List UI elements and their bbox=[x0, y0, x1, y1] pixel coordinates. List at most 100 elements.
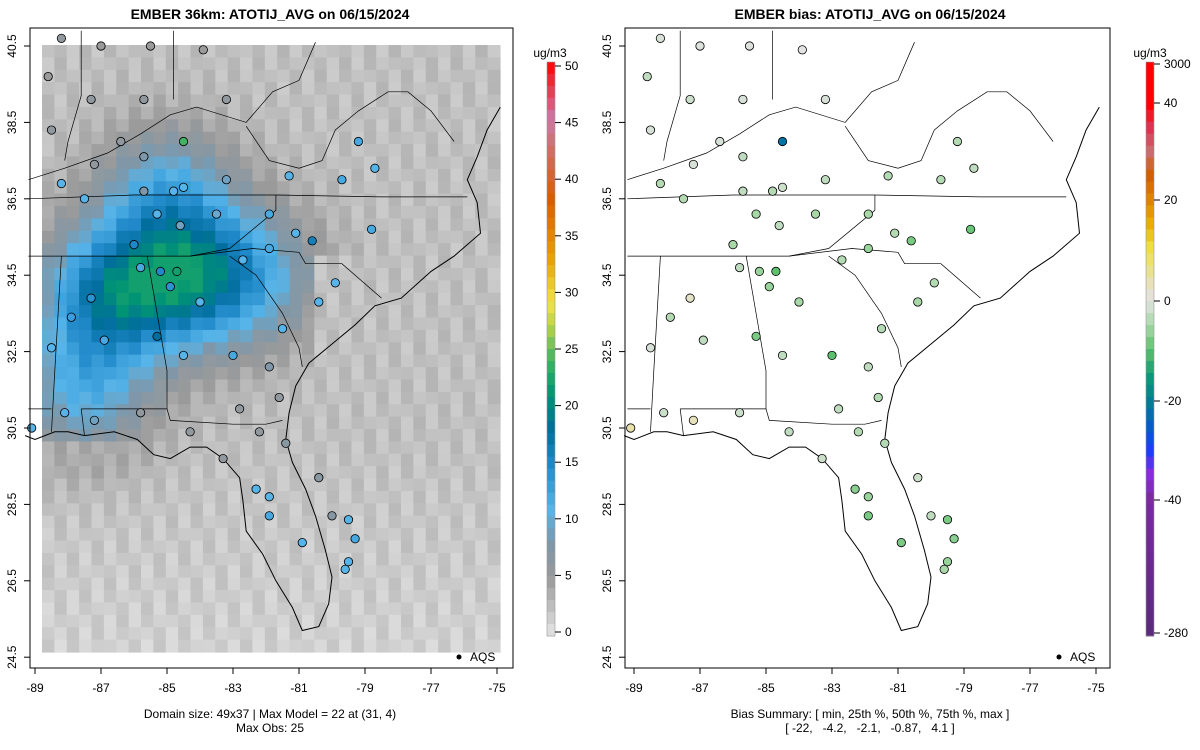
model-grid-cell bbox=[487, 614, 501, 628]
model-grid-cell bbox=[141, 367, 155, 381]
model-grid-cell bbox=[351, 540, 365, 554]
model-grid-cell bbox=[42, 453, 55, 467]
model-grid-cell bbox=[42, 391, 55, 405]
model-grid-cell bbox=[128, 429, 142, 443]
model-grid-cell bbox=[351, 515, 365, 529]
state-boundary bbox=[844, 91, 1054, 169]
model-grid-cell bbox=[326, 627, 340, 641]
model-grid-cell bbox=[240, 342, 254, 356]
model-grid-cell bbox=[264, 57, 278, 71]
model-grid-cell bbox=[79, 267, 93, 281]
model-grid-cell bbox=[351, 255, 365, 269]
model-grid-cell bbox=[116, 206, 130, 220]
model-grid-cell bbox=[400, 206, 414, 220]
model-grid-cell bbox=[66, 342, 80, 356]
model-grid-cell bbox=[116, 45, 130, 58]
model-grid-cell bbox=[450, 441, 464, 455]
model-grid-cell bbox=[153, 639, 167, 653]
plot-frame bbox=[29, 27, 514, 669]
model-grid-cell bbox=[178, 379, 192, 393]
model-grid-cell bbox=[438, 45, 452, 58]
model-grid-cell bbox=[475, 45, 489, 58]
model-grid-cell bbox=[240, 193, 254, 207]
model-grid-cell bbox=[450, 490, 464, 504]
model-grid-cell bbox=[339, 280, 353, 294]
model-grid-cell bbox=[425, 45, 439, 58]
model-grid-cell bbox=[289, 416, 303, 430]
model-grid-cell bbox=[79, 391, 93, 405]
model-grid-cell bbox=[264, 342, 278, 356]
colorbar-tick-label: 20 bbox=[1164, 193, 1178, 207]
model-grid-cell bbox=[450, 292, 464, 306]
model-grid-cell bbox=[351, 453, 365, 467]
model-grid-cell bbox=[425, 168, 439, 182]
model-grid-cell bbox=[388, 329, 402, 343]
model-grid-cell bbox=[153, 181, 167, 195]
model-grid-cell bbox=[227, 45, 241, 58]
model-grid-cell bbox=[413, 367, 427, 381]
model-grid-cell bbox=[475, 57, 489, 71]
model-grid-cell bbox=[351, 602, 365, 616]
aqs-station-marker bbox=[784, 427, 794, 437]
model-grid-cell bbox=[487, 429, 501, 443]
model-grid-cell bbox=[165, 552, 179, 566]
model-grid-cell bbox=[413, 354, 427, 368]
model-grid-cell bbox=[289, 429, 303, 443]
left-footer-maxobs: Max Obs: 25 bbox=[236, 721, 304, 735]
model-grid-cell bbox=[326, 57, 340, 71]
model-grid-cell bbox=[487, 218, 501, 232]
model-grid-cell bbox=[240, 45, 254, 58]
y-tick-label: 38.5 bbox=[600, 110, 614, 134]
colorbar-tick-label: 30 bbox=[565, 285, 579, 299]
model-grid-cell bbox=[351, 57, 365, 71]
model-grid-cell bbox=[141, 391, 155, 405]
model-grid-cell bbox=[388, 280, 402, 294]
model-grid-cell bbox=[438, 614, 452, 628]
aqs-station-marker bbox=[685, 293, 695, 303]
model-grid-cell bbox=[116, 441, 130, 455]
model-grid-cell bbox=[91, 639, 105, 653]
model-grid bbox=[42, 45, 501, 653]
model-grid-cell bbox=[450, 243, 464, 257]
model-grid-cell bbox=[91, 218, 105, 232]
model-grid-cell bbox=[54, 305, 68, 319]
model-grid-cell bbox=[227, 602, 241, 616]
model-grid-cell bbox=[351, 305, 365, 319]
colorbar-tick-label: 15 bbox=[565, 455, 579, 469]
model-grid-cell bbox=[289, 552, 303, 566]
model-grid-cell bbox=[462, 627, 476, 641]
model-grid-cell bbox=[388, 466, 402, 480]
model-grid-cell bbox=[376, 218, 390, 232]
model-grid-cell bbox=[190, 255, 204, 269]
model-grid-cell bbox=[425, 416, 439, 430]
model-grid-cell bbox=[277, 342, 291, 356]
model-grid-cell bbox=[376, 416, 390, 430]
model-grid-cell bbox=[240, 181, 254, 195]
model-grid-cell bbox=[351, 94, 365, 108]
model-grid-cell bbox=[277, 119, 291, 133]
model-grid-cell bbox=[252, 106, 266, 120]
model-grid-cell bbox=[54, 490, 68, 504]
model-grid-cell bbox=[165, 82, 179, 96]
aqs-station-marker bbox=[178, 182, 189, 192]
model-grid-cell bbox=[190, 243, 204, 257]
model-grid-cell bbox=[376, 466, 390, 480]
model-grid-cell bbox=[227, 181, 241, 195]
model-grid-cell bbox=[326, 119, 340, 133]
model-grid-cell bbox=[178, 490, 192, 504]
aqs-station-marker bbox=[60, 408, 70, 418]
state-boundary bbox=[28, 195, 277, 257]
model-grid-cell bbox=[363, 565, 377, 579]
model-grid-cell bbox=[339, 144, 353, 158]
model-grid-cell bbox=[66, 614, 80, 628]
model-grid-cell bbox=[462, 577, 476, 591]
aqs-station-marker bbox=[152, 209, 162, 219]
model-grid-cell bbox=[227, 441, 241, 455]
model-grid-cell bbox=[314, 267, 328, 281]
model-grid-cell bbox=[128, 515, 142, 529]
model-grid-cell bbox=[240, 292, 254, 306]
model-grid-cell bbox=[103, 82, 117, 96]
colorbar-tick-label: 25 bbox=[565, 342, 579, 356]
model-grid-cell bbox=[376, 106, 390, 120]
aqs-station-marker bbox=[129, 240, 139, 250]
